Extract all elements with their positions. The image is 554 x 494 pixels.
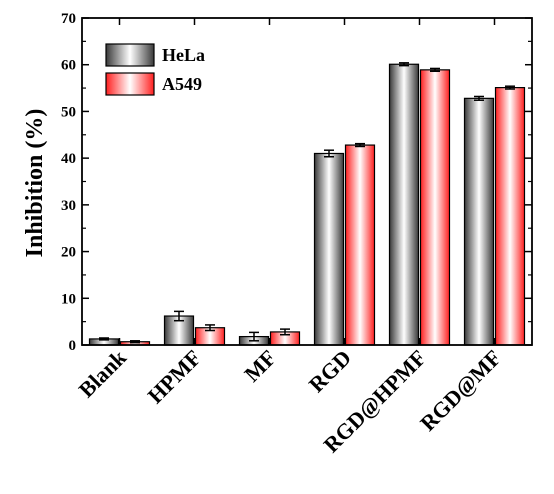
error-bar-hela-rgd-mf	[474, 95, 484, 101]
y-tick-label: 70	[61, 11, 76, 27]
legend: HeLa A549	[105, 43, 205, 96]
y-tick-label: 20	[61, 245, 76, 261]
bar-a549-rgd	[344, 144, 376, 346]
y-tick-label: 40	[61, 151, 76, 167]
bar-hela-rgd-hpmf	[388, 63, 420, 346]
error-bar-a549-rgd	[355, 142, 365, 148]
y-axis-title: Inhibition (%)	[22, 109, 48, 258]
legend-swatch-hela	[105, 43, 155, 67]
x-label-blank: Blank	[74, 344, 132, 402]
error-bar-a549-rgd-mf	[505, 85, 515, 90]
x-label-hpmf: HPMF	[143, 345, 206, 408]
error-bar-a549-rgd-hpmf	[430, 67, 440, 73]
y-tick-label: 60	[61, 58, 76, 74]
error-bar-a549-hpmf	[205, 324, 215, 332]
x-label-rgd-mf: RGD@MF	[415, 345, 506, 436]
error-bar-hela-hpmf	[174, 310, 184, 322]
error-bar-hela-blank	[99, 337, 109, 341]
bars-layer	[88, 63, 526, 346]
y-ticks-layer: 0 10 20 30 40 50 60 70	[61, 11, 532, 354]
x-label-mf: MF	[239, 345, 281, 387]
legend-swatch-a549	[105, 72, 155, 96]
legend-label-a549: A549	[162, 74, 202, 94]
y-tick-label: 10	[61, 291, 76, 307]
legend-label-hela: HeLa	[162, 45, 205, 65]
y-tick-label: 50	[61, 104, 76, 120]
x-label-rgd: RGD	[304, 345, 356, 397]
bar-a549-rgd-hpmf	[419, 69, 451, 346]
error-bar-a549-blank	[130, 340, 140, 344]
error-bar-hela-rgd-hpmf	[399, 62, 409, 67]
y-tick-label: 0	[69, 338, 77, 354]
error-bar-hela-mf	[249, 331, 259, 342]
error-bars-layer	[99, 62, 515, 344]
error-bar-a549-mf	[280, 328, 290, 336]
error-bar-hela-rgd	[324, 149, 334, 158]
y-tick-label: 30	[61, 198, 76, 214]
bar-hela-rgd	[313, 152, 345, 346]
bar-a549-rgd-mf	[494, 87, 526, 346]
bar-hela-rgd-mf	[463, 97, 495, 346]
